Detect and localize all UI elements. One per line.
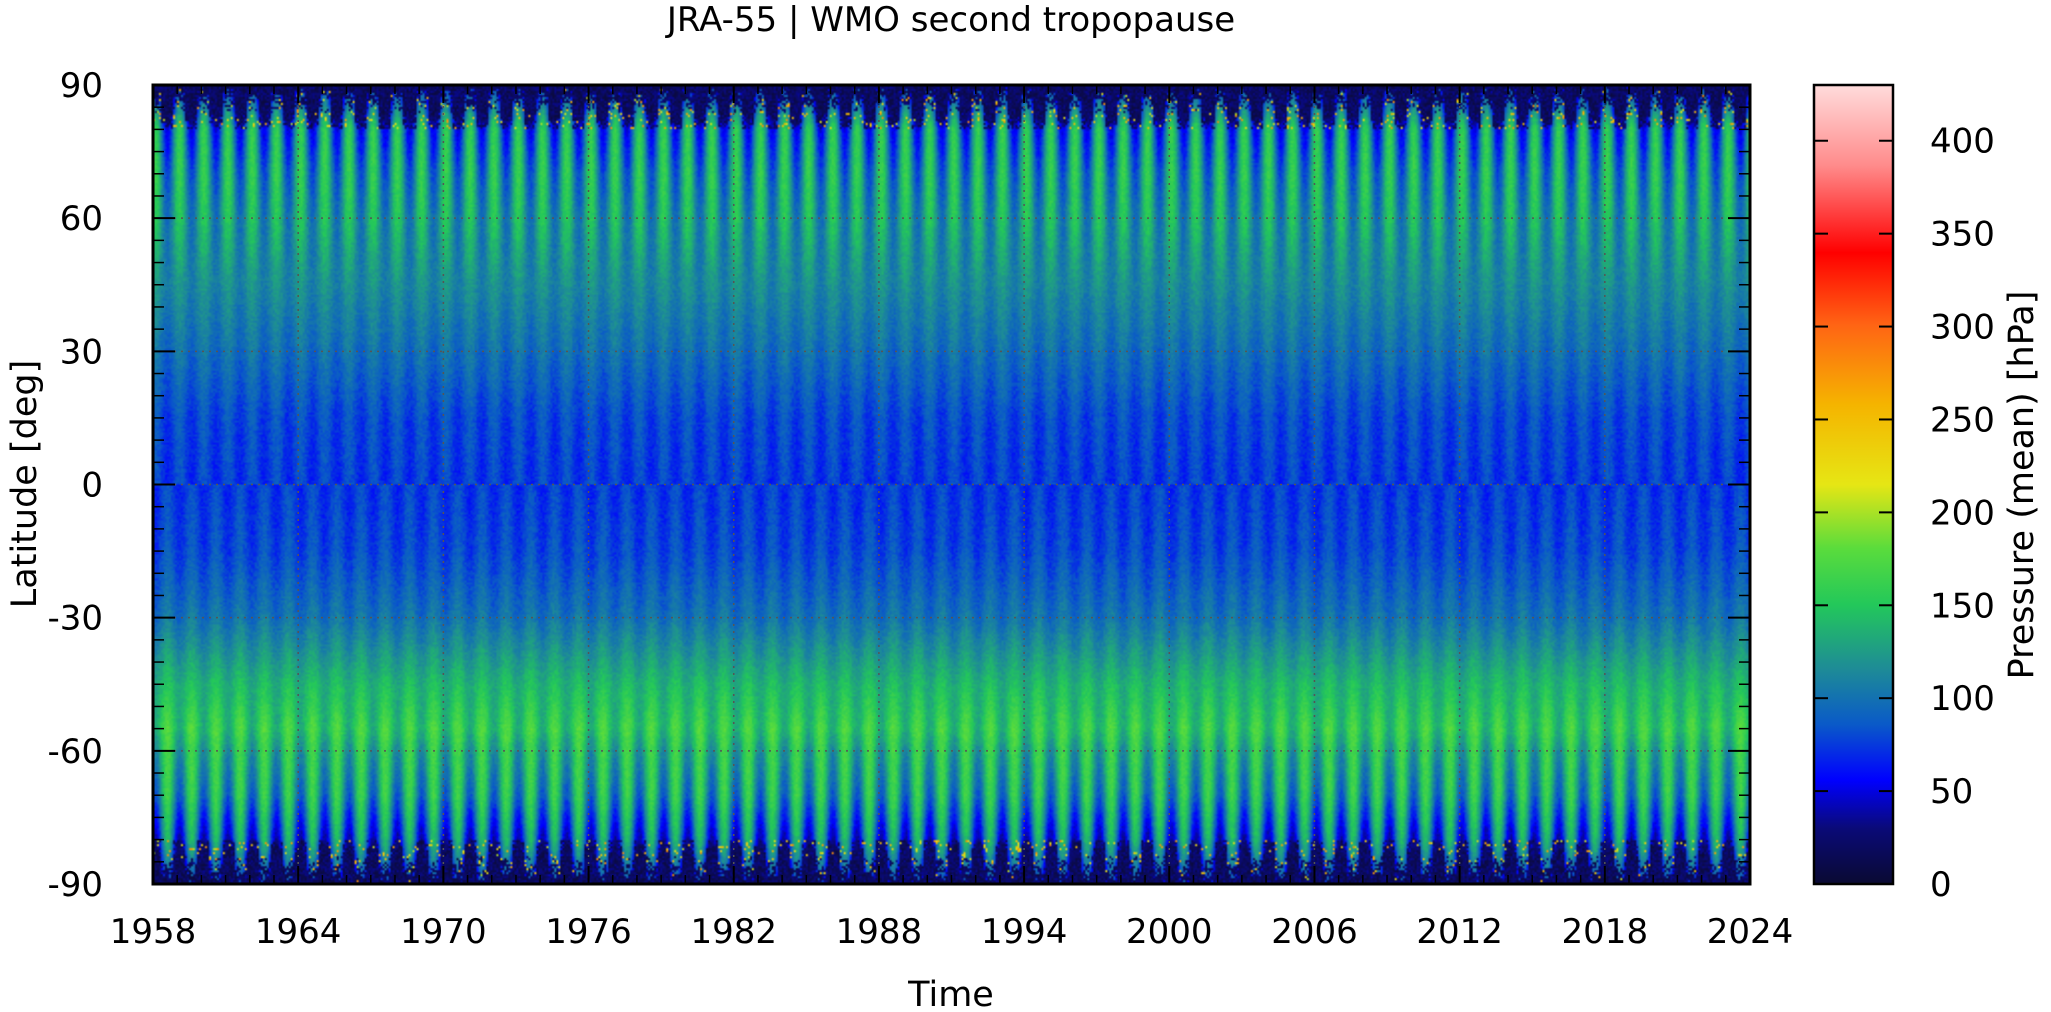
y-tick-label: -30 <box>47 599 103 639</box>
grid-lines <box>153 85 1750 884</box>
y-tick-label: 60 <box>60 199 103 239</box>
y-tick-label: 0 <box>81 466 103 506</box>
colorbar-tick-label: 50 <box>1930 772 1973 812</box>
y-axis-label: Latitude [deg] <box>5 360 45 608</box>
x-tick-label: 1976 <box>545 912 632 952</box>
colorbar-tick-label: 100 <box>1930 679 1995 719</box>
y-tick-label: -60 <box>47 732 103 772</box>
x-tick-label: 2018 <box>1562 912 1649 952</box>
x-tick-label: 1982 <box>690 912 777 952</box>
y-tick-label: -90 <box>47 865 103 905</box>
colorbar-axis: 400 350 300 250 200 150 100 50 0 <box>1814 122 1995 905</box>
x-axis-label: Time <box>907 975 994 1012</box>
colorbar-label: Pressure (mean) [hPa] <box>2002 291 2042 680</box>
colorbar-tick-label: 350 <box>1930 215 1995 255</box>
x-tick-label: 2000 <box>1126 912 1213 952</box>
x-tick-label: 1994 <box>981 912 1068 952</box>
colorbar-tick-label: 250 <box>1930 400 1995 440</box>
colorbar <box>1812 83 1895 886</box>
x-tick-label: 2012 <box>1416 912 1503 952</box>
x-tick-label: 1964 <box>255 912 342 952</box>
x-axis: 1958 1964 1970 1976 1982 1988 1994 2000 2006 2012… <box>110 85 1794 952</box>
x-tick-label: 2006 <box>1271 912 1358 952</box>
colorbar-tick-label: 0 <box>1930 865 1952 905</box>
x-tick-label: 2024 <box>1707 912 1794 952</box>
y-axis: 90 60 30 0 -30 -60 -90 <box>47 66 1750 905</box>
y-tick-label: 30 <box>60 332 103 372</box>
colorbar-tick-label: 150 <box>1930 586 1995 626</box>
x-tick-label: 1988 <box>836 912 923 952</box>
chart-title: JRA-55 | WMO second tropopause <box>665 0 1235 40</box>
x-tick-label: 1970 <box>400 912 487 952</box>
x-tick-label: 1958 <box>110 912 197 952</box>
colorbar-tick-label: 300 <box>1930 308 1995 348</box>
y-tick-label: 90 <box>60 66 103 106</box>
colorbar-tick-label: 200 <box>1930 493 1995 533</box>
colorbar-tick-label: 400 <box>1930 122 1995 162</box>
